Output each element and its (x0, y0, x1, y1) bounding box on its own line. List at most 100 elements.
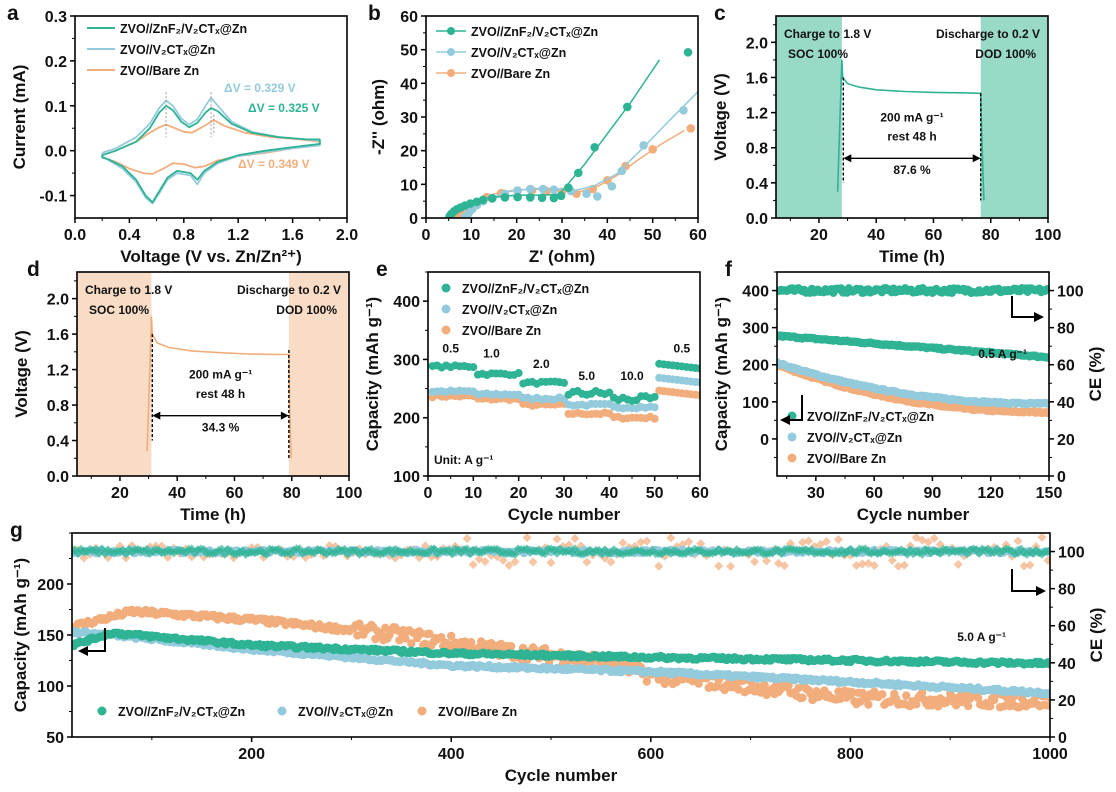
shaded-region (77, 272, 152, 476)
retention-label: 34.3 % (202, 421, 240, 435)
x-tick-label: 0.4 (118, 227, 140, 244)
x-tick-label: 60 (691, 485, 709, 502)
x-tick-label: 2.0 (336, 227, 358, 244)
plot-area-f (777, 284, 1049, 418)
y-right-tick-label: 0 (1057, 469, 1066, 486)
delta-v-annotation: ΔV = 0.325 V (248, 101, 320, 115)
ce-point-s3 (510, 557, 520, 567)
y-right-tick-label: 40 (1058, 656, 1076, 673)
rest-arrow-head-right (280, 411, 289, 420)
legend-label: ZVO//V₂CTₓ@Zn (471, 46, 566, 60)
capacity-point-s3 (959, 690, 969, 699)
x-tick-label: 20 (510, 485, 528, 502)
rate-point-s3 (696, 391, 700, 400)
ce-point-s3 (552, 534, 562, 544)
ce-point-s3 (606, 557, 616, 567)
capacity-point-s3 (985, 702, 995, 711)
soc-label: SOC 100% (788, 47, 848, 61)
capacity-axis-arrow-head (780, 415, 790, 425)
capacity-point-s3 (466, 638, 476, 647)
legend-marker-s1 (447, 27, 455, 35)
capacity-point-s3 (642, 677, 652, 686)
ce-point-s3 (636, 537, 646, 547)
ce-point-s3 (468, 560, 478, 570)
nyquist-point-s2 (593, 192, 602, 201)
x-tick-label: 800 (837, 746, 864, 763)
ce-point-s3 (618, 538, 628, 548)
nyquist-point-s2 (617, 166, 627, 176)
panel-label: g (10, 519, 23, 542)
x-tick-label: 90 (924, 485, 942, 502)
x-tick-label: 50 (646, 485, 664, 502)
panel-e: 0 10 20 30 40 50 60 100 200 300 400 Cycle number Cap… (363, 258, 709, 524)
capacity-point-s3 (506, 642, 516, 651)
x-axis-label: Time (h) (879, 247, 945, 266)
capacity-point-s3 (417, 629, 426, 638)
panel-c: 20 40 60 80 100 0.0 0.4 0.8 1.2 1.6 2.0 Time (h) Vol… (711, 2, 1061, 266)
rate-label: 0.5 (674, 341, 691, 355)
panel-label: c (714, 2, 726, 25)
nyquist-point-s1 (513, 192, 522, 202)
capacity-point-s3 (918, 688, 927, 697)
x-tick-label: 1.6 (281, 227, 303, 244)
x-tick-label: 60 (689, 227, 707, 244)
legend-label: ZVO//Bare Zn (462, 324, 541, 338)
charge-label: Charge to 1.8 V (85, 283, 172, 297)
rest-arrow-head-left (843, 154, 852, 163)
y-right-tick-label: 80 (1057, 321, 1075, 338)
ce-point-s3 (750, 557, 760, 567)
ce-point-s3 (780, 561, 790, 571)
x-tick-label: 30 (555, 485, 573, 502)
y-tick-label: 2.0 (47, 292, 69, 309)
y-axis-label: Current (mA) (10, 65, 29, 170)
ce-point-s1 (1043, 546, 1050, 556)
y-tick-label: 10 (400, 177, 418, 194)
panel-label: f (725, 258, 733, 281)
rate-point-s3 (650, 414, 659, 423)
capacity-point-s3 (1043, 701, 1050, 710)
rate-label: 0.5 (442, 341, 459, 355)
rate-point-s1 (605, 388, 614, 397)
x-tick-label: 20 (508, 227, 526, 244)
nyquist-point-s1 (622, 102, 632, 112)
legend-marker-s3 (441, 325, 451, 335)
x-tick-label: 10 (464, 485, 482, 502)
x-tick-label: 10 (462, 227, 480, 244)
legend-label: ZVO//ZnF₂/V₂CTₓ@Zn (120, 22, 247, 36)
ce-axis-arrow (1011, 296, 1042, 318)
nyquist-point-s2 (582, 189, 591, 199)
capacity-point-s3 (963, 701, 973, 711)
nyquist-point-s1 (478, 195, 488, 205)
x-axis-label: Cycle number (505, 766, 618, 785)
y-tick-label: 300 (742, 321, 769, 338)
x-tick-label: 0.0 (64, 227, 86, 244)
nyquist-point-s2 (513, 186, 522, 195)
delta-v-annotation: ΔV = 0.349 V (238, 157, 310, 171)
ce-point-s3 (642, 536, 652, 546)
capacity-point-s3 (902, 691, 911, 700)
y-tick-label: 0.0 (45, 144, 67, 161)
nyquist-point-s1 (590, 143, 599, 152)
y-tick-label: 1.6 (746, 70, 768, 87)
plot-area-b (445, 48, 698, 218)
ce-point-s3 (857, 559, 867, 569)
x-tick-label: 120 (977, 485, 1004, 502)
y-tick-label: 30 (400, 110, 418, 127)
y-right-tick-label: 0 (1058, 730, 1067, 747)
x-tick-label: 0 (422, 227, 431, 244)
legend-marker-s2 (787, 432, 797, 442)
legend-marker-s2 (277, 706, 287, 716)
nyquist-point-s2 (639, 140, 648, 150)
y-tick-label: 0.2 (45, 54, 67, 71)
plot-area-e (428, 359, 700, 423)
capacity-point-s3 (401, 634, 410, 643)
y-tick-label: 100 (393, 469, 420, 486)
legend-label: ZVO//Bare Zn (120, 64, 199, 78)
ce-axis-arrow-head (1034, 312, 1044, 322)
y-tick-label: 0.8 (746, 141, 768, 158)
plot-area-c (776, 16, 1048, 218)
nyquist-point-s2 (538, 184, 548, 194)
y-right-tick-label: 60 (1058, 619, 1076, 636)
y-right-tick-label: 20 (1058, 693, 1076, 710)
